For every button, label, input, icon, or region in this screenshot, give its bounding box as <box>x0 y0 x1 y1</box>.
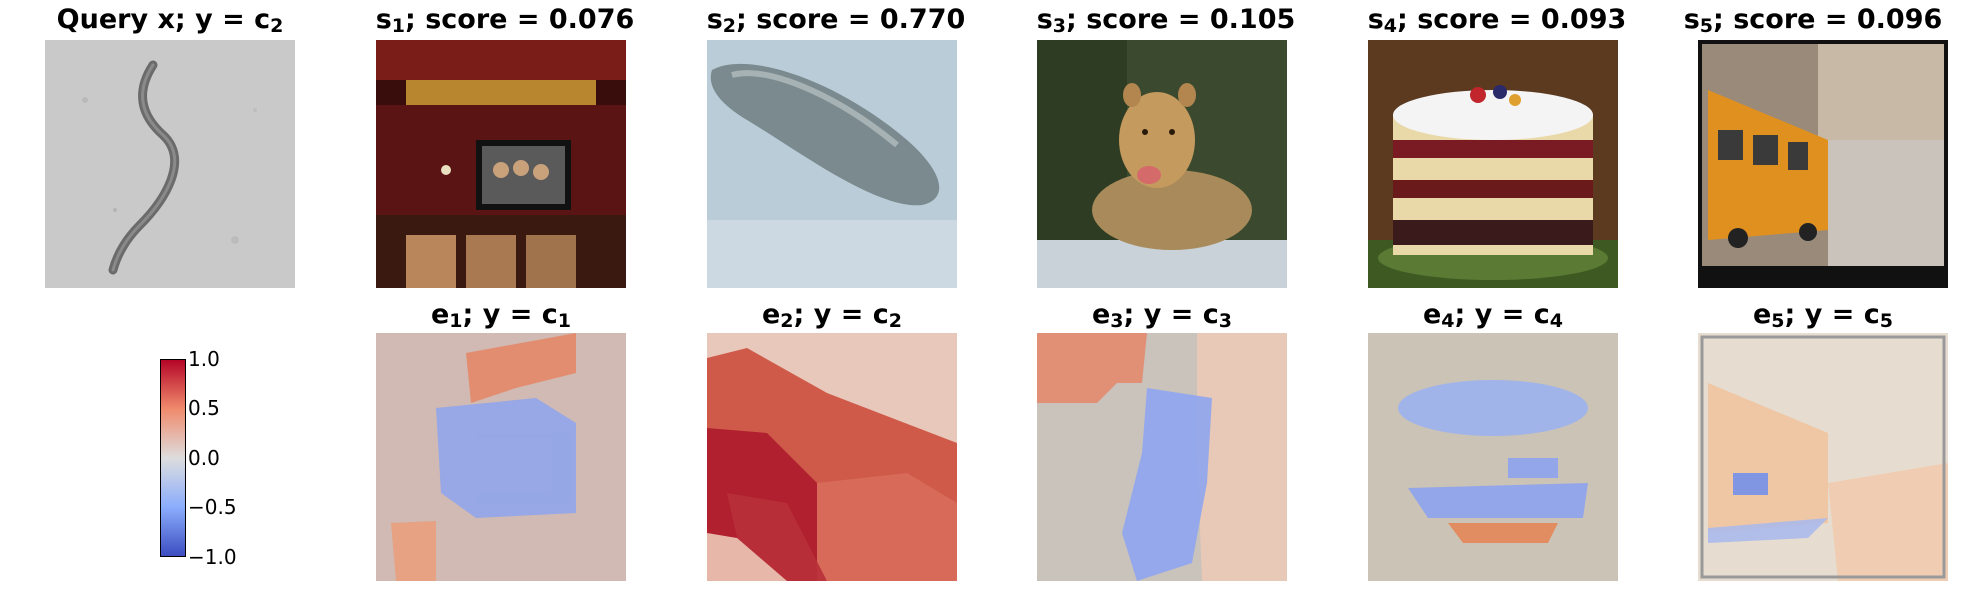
explanation-3-title-sub2: 3 <box>1218 310 1232 332</box>
explanation-2-title-mid: ; y = c <box>793 299 889 330</box>
explanation-1-title-sub2: 1 <box>557 310 571 332</box>
sample-2-title: s2; score = 0.770 <box>671 4 1001 37</box>
explanation-3-title: e3; y = c3 <box>1037 299 1287 332</box>
explanation-3-title-sub: 3 <box>1110 310 1124 332</box>
explanation-1-title-mid: ; y = c <box>462 299 558 330</box>
explanation-4-title-sub2: 4 <box>1549 310 1563 332</box>
sample-4-title: s4; score = 0.093 <box>1332 4 1662 37</box>
sample-3-image <box>1037 40 1287 288</box>
sample-5-image <box>1698 40 1948 288</box>
sample-1-title-letter: s <box>375 4 392 35</box>
sample-5-title-rest: ; score = 0.096 <box>1713 4 1943 35</box>
explanation-3-title-mid: ; y = c <box>1123 299 1219 330</box>
explanation-4-title-mid: ; y = c <box>1454 299 1550 330</box>
query-title-sub: 2 <box>270 15 284 37</box>
colorbar-tick-1: 1.0 <box>188 347 220 371</box>
explanation-4-title: e4; y = c4 <box>1368 299 1618 332</box>
query-title: Query x; y = c2 <box>45 4 295 37</box>
colorbar-tick-4: −0.5 <box>188 495 237 519</box>
explanation-3-title-letter: e <box>1091 299 1111 330</box>
colorbar-tick-3: 0.0 <box>188 446 220 470</box>
explanation-5-title-sub2: 5 <box>1879 310 1893 332</box>
sample-1-title: s1; score = 0.076 <box>340 4 670 37</box>
sample-3-title-letter: s <box>1036 4 1053 35</box>
explanation-2-heatmap <box>707 333 957 581</box>
query-title-main: Query x; y = c <box>56 4 271 35</box>
sample-1-title-rest: ; score = 0.076 <box>405 4 635 35</box>
sample-5-title-sub: 5 <box>1699 15 1714 37</box>
sample-2-title-sub: 2 <box>722 15 737 37</box>
explanation-2-title-sub: 2 <box>780 310 794 332</box>
sample-4-title-rest: ; score = 0.093 <box>1397 4 1627 35</box>
sample-1-title-sub: 1 <box>391 15 406 37</box>
colorbar-gradient <box>160 359 186 557</box>
sample-2-title-letter: s <box>706 4 723 35</box>
explanation-2-title-sub2: 2 <box>888 310 902 332</box>
explanation-5-title-sub: 5 <box>1771 310 1785 332</box>
sample-3-title: s3; score = 0.105 <box>1001 4 1331 37</box>
query-image <box>45 40 295 288</box>
colorbar-tick-5: −1.0 <box>188 545 237 569</box>
explanation-1-title-sub: 1 <box>449 310 463 332</box>
explanation-5-title: e5; y = c5 <box>1698 299 1948 332</box>
explanation-1-title-letter: e <box>430 299 450 330</box>
explanation-4-heatmap <box>1368 333 1618 581</box>
explanation-2-title-letter: e <box>761 299 781 330</box>
sample-5-title: s5; score = 0.096 <box>1663 4 1963 37</box>
explanation-5-heatmap <box>1698 333 1948 581</box>
sample-4-image <box>1368 40 1618 288</box>
explanation-2-title: e2; y = c2 <box>707 299 957 332</box>
sample-5-title-letter: s <box>1683 4 1700 35</box>
explanation-1-title: e1; y = c1 <box>376 299 626 332</box>
sample-3-title-sub: 3 <box>1052 15 1067 37</box>
explanation-5-title-mid: ; y = c <box>1784 299 1880 330</box>
explanation-1-heatmap <box>376 333 626 581</box>
colorbar-tick-2: 0.5 <box>188 396 220 420</box>
sample-1-image <box>376 40 626 288</box>
sample-3-title-rest: ; score = 0.105 <box>1066 4 1296 35</box>
explanation-3-heatmap <box>1037 333 1287 581</box>
sample-2-title-rest: ; score = 0.770 <box>736 4 966 35</box>
explanation-4-title-letter: e <box>1422 299 1442 330</box>
sample-4-title-sub: 4 <box>1383 15 1398 37</box>
explanation-5-title-letter: e <box>1752 299 1772 330</box>
sample-4-title-letter: s <box>1367 4 1384 35</box>
sample-2-image <box>707 40 957 288</box>
explanation-4-title-sub: 4 <box>1441 310 1455 332</box>
